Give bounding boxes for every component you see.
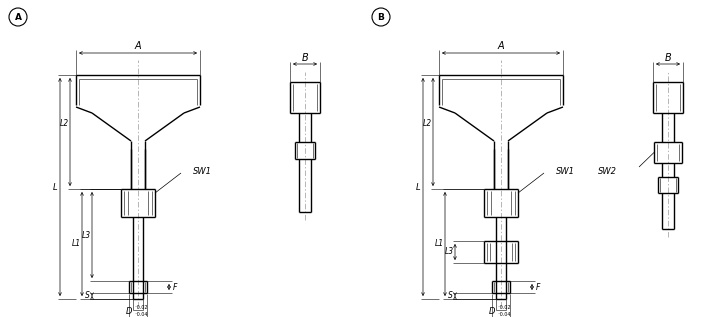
Text: B: B [377, 12, 385, 22]
Text: L1: L1 [71, 240, 81, 249]
Text: A: A [15, 12, 22, 22]
Text: ⁻0.04: ⁻0.04 [498, 312, 512, 317]
Text: D: D [489, 307, 495, 316]
Text: SW1: SW1 [193, 166, 212, 176]
Text: D: D [126, 307, 132, 316]
Text: SW1: SW1 [556, 166, 575, 176]
Text: L: L [416, 183, 420, 191]
Text: ⁻0.02: ⁻0.02 [135, 305, 148, 310]
Text: F: F [173, 282, 177, 292]
Text: L3: L3 [444, 248, 454, 256]
Text: L3: L3 [81, 230, 91, 240]
Text: S: S [84, 292, 89, 301]
Text: L2: L2 [422, 120, 432, 128]
Text: L: L [52, 183, 57, 191]
Text: A: A [498, 41, 505, 51]
Text: L1: L1 [435, 240, 443, 249]
Text: SW2: SW2 [598, 167, 617, 177]
Text: ⁻0.02: ⁻0.02 [498, 305, 512, 310]
Text: L2: L2 [60, 120, 68, 128]
Text: S: S [448, 292, 452, 301]
Text: ⁻0.04: ⁻0.04 [135, 312, 148, 317]
Text: B: B [664, 53, 671, 63]
Text: A: A [134, 41, 141, 51]
Text: F: F [536, 282, 540, 292]
Text: B: B [302, 53, 308, 63]
